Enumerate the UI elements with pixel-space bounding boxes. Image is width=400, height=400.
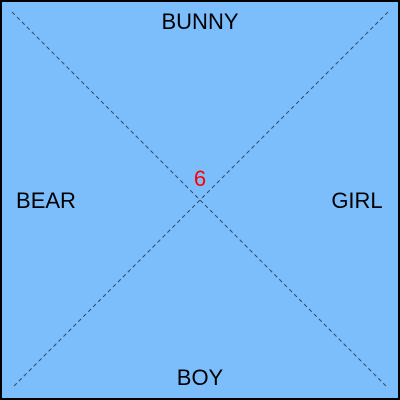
quadrant-label-left[interactable]: BEAR [16, 188, 76, 213]
center-number: 6 [193, 166, 207, 191]
quadrant-label-bottom[interactable]: BOY [176, 365, 224, 390]
diagonal-line-top-right-to-bottom-left [11, 11, 389, 389]
quadrant-label-top[interactable]: BUNNY [161, 9, 239, 34]
quadrant-label-right[interactable]: GIRL [331, 188, 383, 213]
diagonal-line-top-left-to-bottom-right [11, 11, 389, 389]
